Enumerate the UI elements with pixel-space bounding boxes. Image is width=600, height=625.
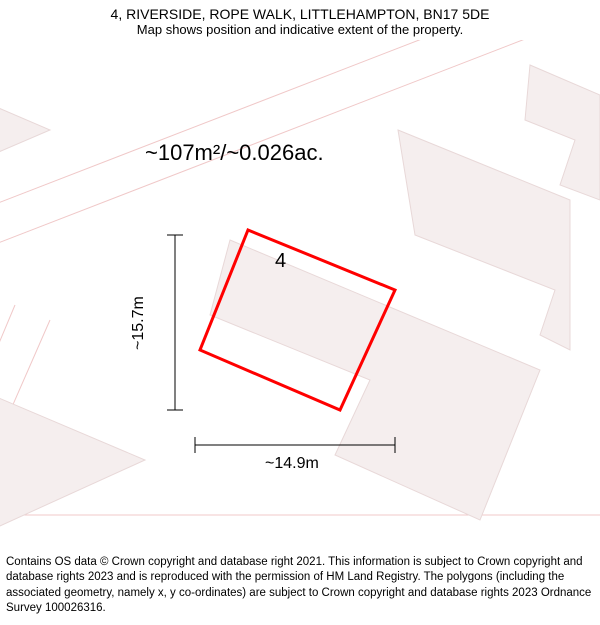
plot-number: 4 <box>275 250 286 273</box>
map-area: ~107m²/~0.026ac. 4 ~15.7m ~14.9m <box>0 40 600 535</box>
area-label: ~107m²/~0.026ac. <box>145 140 324 166</box>
width-label: ~14.9m <box>265 455 319 473</box>
address-title: 4, RIVERSIDE, ROPE WALK, LITTLEHAMPTON, … <box>0 6 600 22</box>
header: 4, RIVERSIDE, ROPE WALK, LITTLEHAMPTON, … <box>0 0 600 39</box>
height-label: ~15.7m <box>130 296 148 350</box>
copyright-footer: Contains OS data © Crown copyright and d… <box>0 551 600 625</box>
header-subtitle: Map shows position and indicative extent… <box>0 22 600 37</box>
